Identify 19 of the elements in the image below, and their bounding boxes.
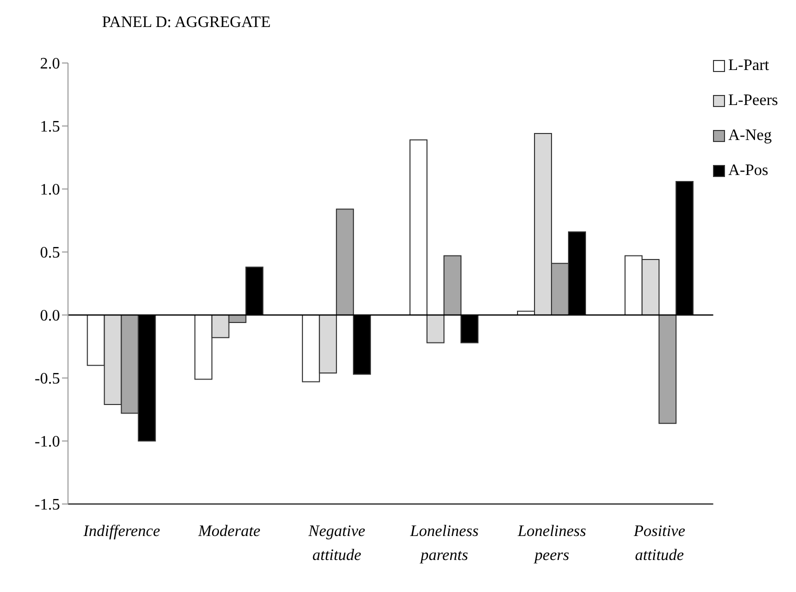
legend-label: A-Neg	[728, 126, 772, 144]
y-tick-label: 0.5	[40, 244, 60, 262]
legend-label: L-Part	[728, 56, 770, 74]
y-tick-label: 0.0	[40, 308, 60, 325]
legend-label: A-Pos	[728, 162, 768, 180]
x-tick-label: Indifference	[82, 523, 160, 540]
x-tick-label: Positive attitude	[632, 523, 686, 564]
y-tick-label: 1.5	[40, 118, 60, 136]
y-tick-label: -1.0	[34, 434, 60, 451]
y-tick-label: -0.5	[34, 370, 60, 388]
chart-title: PANEL D: AGGREGATE	[102, 14, 271, 32]
x-tick-label: Loneliness peers	[516, 523, 586, 564]
y-tick-label: 1.0	[40, 182, 60, 199]
x-tick-label: Loneliness parents	[409, 523, 479, 564]
legend-label: L-Peers	[728, 92, 778, 110]
y-tick-label: -1.5	[34, 496, 60, 514]
x-tick-label: Negative attitude	[307, 523, 366, 564]
x-tick-label: Moderate	[197, 523, 260, 540]
y-tick-label: 2.0	[40, 56, 60, 73]
